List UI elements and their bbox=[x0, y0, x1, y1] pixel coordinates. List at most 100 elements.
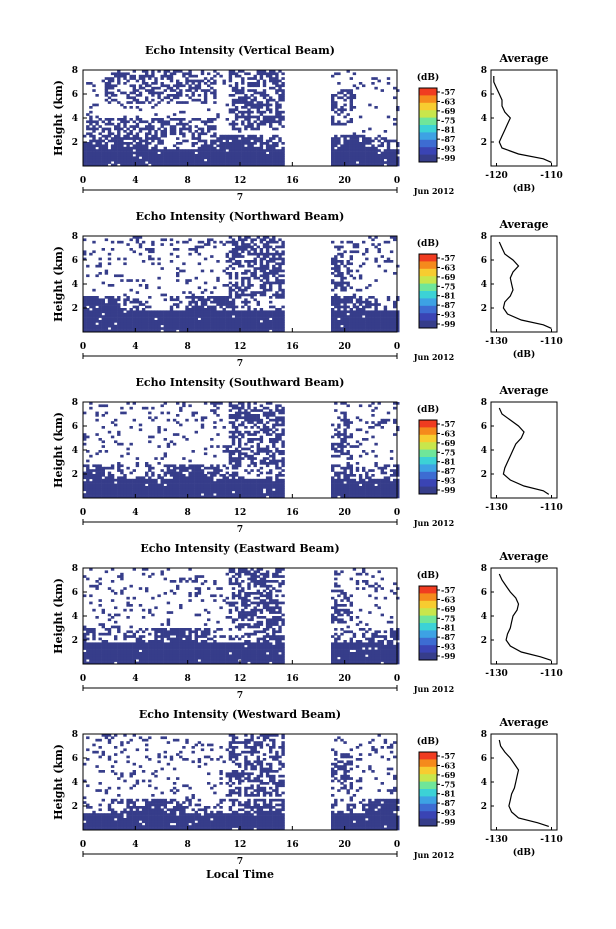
heatmap-cell bbox=[225, 493, 229, 496]
heatmap-cell bbox=[213, 161, 217, 164]
heatmap-cell bbox=[281, 296, 285, 299]
heatmap-cell bbox=[393, 139, 397, 143]
heatmap-cell bbox=[89, 132, 93, 136]
heatmap-cell bbox=[203, 312, 208, 316]
heatmap-cell bbox=[176, 471, 180, 475]
heatmap-cell bbox=[126, 279, 130, 282]
heatmap-cell bbox=[110, 144, 115, 148]
heatmap-cell bbox=[253, 151, 257, 155]
heatmap-cell bbox=[334, 322, 338, 326]
heatmap-cell bbox=[194, 158, 198, 162]
heatmap-cell bbox=[163, 127, 167, 131]
heatmap-cell bbox=[89, 594, 93, 598]
heatmap-cell bbox=[371, 77, 375, 80]
heatmap-cell bbox=[104, 151, 109, 155]
heatmap-cell bbox=[222, 303, 226, 306]
heatmap-cell bbox=[337, 488, 341, 492]
heatmap-cell bbox=[377, 315, 381, 318]
heatmap-cell bbox=[256, 110, 260, 114]
heatmap-cell bbox=[340, 486, 344, 489]
heatmap-cell bbox=[247, 440, 251, 444]
heatmap-cell bbox=[383, 156, 388, 160]
heatmap-cell bbox=[148, 127, 152, 131]
heatmap-cell bbox=[98, 481, 102, 484]
heatmap-cell bbox=[210, 291, 214, 294]
heatmap-cell bbox=[278, 156, 282, 160]
heatmap-cell bbox=[281, 493, 285, 496]
heatmap-cell bbox=[358, 134, 363, 138]
heatmap-cell bbox=[396, 474, 400, 477]
x-tick-label: 12 bbox=[234, 342, 247, 352]
heatmap-cell bbox=[182, 483, 186, 487]
heatmap-cell bbox=[265, 260, 270, 263]
heatmap-cell bbox=[334, 255, 338, 258]
heatmap-cell bbox=[166, 490, 171, 494]
heatmap-cell bbox=[169, 490, 174, 494]
heatmap-cell bbox=[138, 324, 143, 328]
heatmap-cell bbox=[163, 149, 167, 152]
heatmap-cell bbox=[374, 245, 378, 249]
heatmap-cell bbox=[92, 608, 96, 612]
heatmap-cell bbox=[365, 151, 369, 155]
heatmap-cell bbox=[281, 89, 285, 92]
echo-heatmap bbox=[83, 568, 400, 665]
heatmap-cell bbox=[191, 91, 195, 95]
heatmap-cell bbox=[281, 433, 285, 436]
heatmap-cell bbox=[172, 149, 177, 152]
heatmap-cell bbox=[331, 262, 335, 266]
heatmap-cell bbox=[138, 86, 143, 90]
heatmap-cell bbox=[135, 158, 140, 162]
heatmap-cell bbox=[114, 320, 118, 323]
heatmap-cell bbox=[83, 654, 87, 658]
heatmap-cell bbox=[340, 255, 344, 258]
heatmap-cell bbox=[241, 276, 245, 280]
heatmap-cell bbox=[346, 96, 350, 100]
heatmap-cell bbox=[389, 315, 394, 318]
heatmap-cell bbox=[129, 329, 133, 333]
heatmap-cell bbox=[331, 103, 335, 107]
heatmap-cell bbox=[185, 483, 189, 487]
heatmap-cell bbox=[386, 329, 391, 333]
heatmap-cell bbox=[166, 322, 171, 326]
heatmap-cell bbox=[207, 493, 211, 496]
heatmap-cell bbox=[182, 435, 186, 439]
heatmap-cell bbox=[256, 106, 260, 109]
heatmap-cell bbox=[110, 284, 115, 287]
heatmap-cell bbox=[92, 317, 96, 321]
heatmap-cell bbox=[256, 474, 260, 477]
heatmap-cell bbox=[234, 457, 239, 460]
heatmap-cell bbox=[362, 327, 366, 330]
heatmap-cell bbox=[389, 457, 394, 460]
heatmap-cell bbox=[234, 108, 239, 112]
heatmap-cell bbox=[163, 454, 167, 458]
heatmap-cell bbox=[358, 488, 363, 492]
heatmap-cell bbox=[272, 293, 276, 297]
heatmap-cell bbox=[337, 450, 341, 453]
heatmap-cell bbox=[275, 320, 279, 323]
average-y-tick-label: 4 bbox=[481, 114, 487, 124]
heatmap-cell bbox=[365, 156, 369, 160]
heatmap-cell bbox=[269, 300, 273, 304]
heatmap-cell bbox=[334, 122, 338, 126]
heatmap-cell bbox=[358, 149, 363, 152]
heatmap-cell bbox=[269, 488, 273, 492]
heatmap-cell bbox=[228, 493, 233, 496]
heatmap-cell bbox=[219, 486, 223, 489]
heatmap-cell bbox=[259, 269, 264, 273]
heatmap-cell bbox=[197, 161, 202, 164]
colorbar-tick-label: -69 bbox=[441, 106, 456, 116]
colorbar-swatch bbox=[419, 457, 437, 465]
heatmap-cell bbox=[104, 305, 109, 309]
heatmap-cell bbox=[210, 300, 214, 304]
heatmap-cell bbox=[278, 486, 282, 489]
heatmap-cell bbox=[86, 322, 90, 326]
heatmap-cell bbox=[275, 79, 279, 83]
heatmap-cell bbox=[179, 122, 183, 126]
heatmap-cell bbox=[219, 298, 223, 302]
heatmap-cell bbox=[340, 276, 344, 280]
heatmap-cell bbox=[188, 488, 192, 492]
heatmap-cell bbox=[104, 142, 109, 145]
heatmap-cell bbox=[197, 315, 202, 318]
heatmap-cell bbox=[151, 312, 155, 316]
heatmap-cell bbox=[374, 493, 378, 496]
